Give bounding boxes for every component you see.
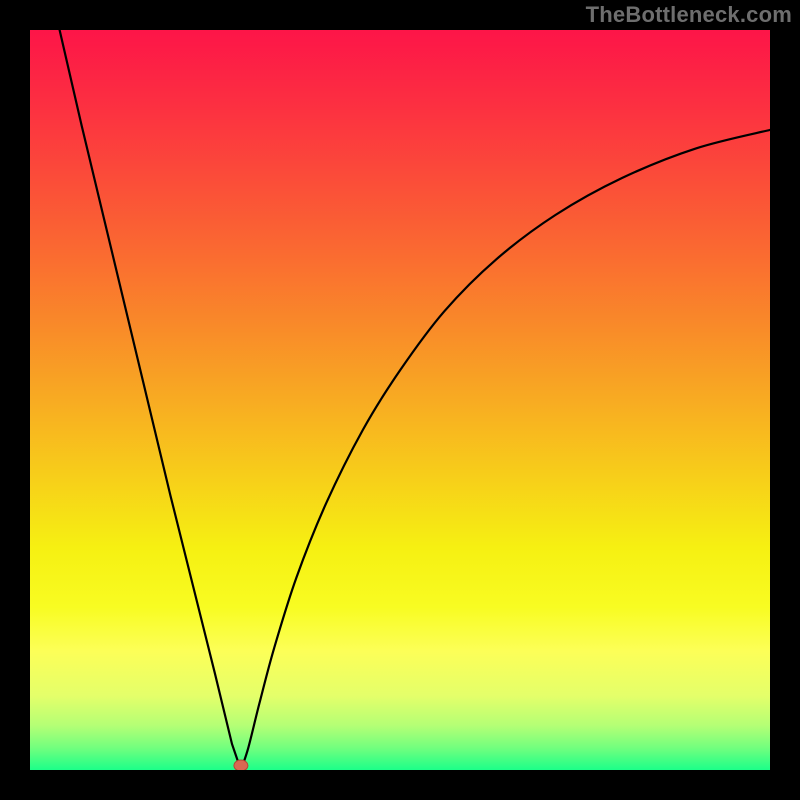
watermark-text: TheBottleneck.com	[586, 2, 792, 28]
minimum-marker	[234, 760, 248, 770]
plot-area	[30, 30, 770, 770]
chart-svg	[30, 30, 770, 770]
gradient-background	[30, 30, 770, 770]
chart-frame: TheBottleneck.com	[0, 0, 800, 800]
